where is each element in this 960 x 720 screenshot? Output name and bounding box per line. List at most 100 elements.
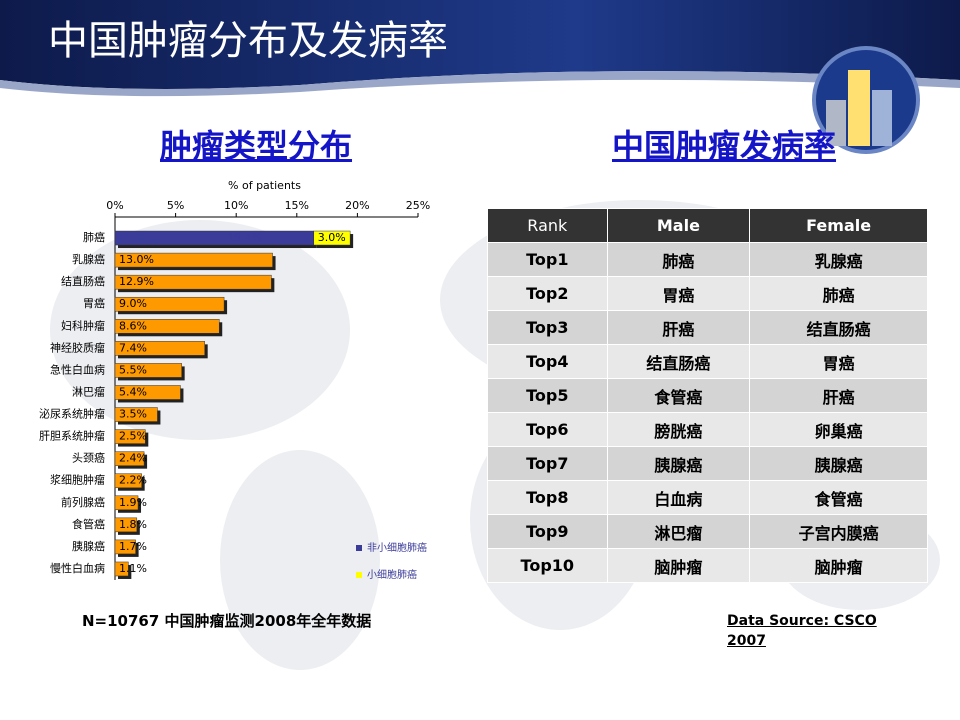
value-label: 1.7% bbox=[119, 540, 147, 553]
table-row: Rank Male Female bbox=[487, 208, 928, 243]
x-tick-label: 25% bbox=[406, 199, 430, 212]
table-cell: 子宫内膜癌 bbox=[749, 514, 928, 549]
bar bbox=[114, 252, 273, 268]
table-cell: 结直肠癌 bbox=[606, 344, 751, 379]
value-label: 16.4% bbox=[227, 231, 262, 244]
table-cell: Top10 bbox=[487, 548, 608, 583]
bar bbox=[114, 230, 315, 246]
y-tick-label: 前列腺癌 bbox=[61, 495, 105, 509]
y-tick-label: 浆细胞肿瘤 bbox=[50, 473, 105, 487]
value-label: 9.0% bbox=[119, 297, 147, 310]
table-row: Top5 食管癌 肝癌 bbox=[487, 378, 928, 413]
y-tick-label: 肺癌 bbox=[83, 230, 105, 244]
y-tick-label: 结直肠癌 bbox=[61, 274, 105, 288]
legend-swatch bbox=[356, 572, 362, 578]
value-label: 1.8% bbox=[119, 518, 147, 531]
value-label: 5.5% bbox=[119, 363, 147, 376]
table-cell: Top6 bbox=[487, 412, 608, 447]
table-cell: Top9 bbox=[487, 514, 608, 549]
y-tick-label: 急性白血病 bbox=[50, 362, 105, 376]
legend-label: 非小细胞肺癌 bbox=[367, 541, 427, 554]
table-cell: 胰腺癌 bbox=[749, 446, 928, 481]
x-axis-label: % of patients bbox=[228, 179, 301, 192]
table-row: Top2 胃癌 肺癌 bbox=[487, 276, 928, 311]
y-tick-label: 肝胆系统肿瘤 bbox=[39, 429, 105, 443]
table-cell: 卵巢癌 bbox=[749, 412, 928, 447]
bar bbox=[114, 319, 220, 334]
table-cell: 肺癌 bbox=[606, 242, 751, 277]
bar bbox=[114, 539, 136, 555]
y-tick-label: 乳腺癌 bbox=[72, 252, 105, 266]
table-row: Top8 白血病 食管癌 bbox=[487, 480, 928, 515]
table-cell: 胰腺癌 bbox=[606, 446, 751, 481]
table-cell: 脑肿瘤 bbox=[606, 548, 751, 583]
table-cell: 肝癌 bbox=[606, 310, 751, 345]
y-tick-label: 胰腺癌 bbox=[72, 539, 105, 553]
value-label: 1.1% bbox=[119, 562, 147, 575]
y-tick-label: 妇科肿瘤 bbox=[61, 318, 105, 332]
slide-title: 中国肿瘤分布及发病率 bbox=[48, 18, 448, 64]
table-cell: 淋巴瘤 bbox=[606, 514, 751, 549]
bar bbox=[114, 451, 145, 466]
y-tick-label: 慢性白血病 bbox=[50, 561, 105, 575]
table-cell: 胃癌 bbox=[606, 276, 751, 311]
y-tick-label: 神经胶质瘤 bbox=[50, 340, 105, 354]
value-label: 1.9% bbox=[119, 496, 147, 509]
chart-note: N=10767 中国肿瘤监测2008年全年数据 bbox=[82, 612, 372, 630]
table-cell: 肝癌 bbox=[749, 378, 928, 413]
bar bbox=[114, 363, 182, 378]
table-cell: Top1 bbox=[487, 242, 608, 277]
bar bbox=[114, 274, 272, 290]
bar bbox=[114, 385, 181, 400]
table-cell: Rank bbox=[487, 208, 608, 243]
value-label: 7.4% bbox=[119, 341, 147, 354]
x-tick-label: 15% bbox=[285, 199, 309, 212]
table-cell: Top3 bbox=[487, 310, 608, 345]
bar bbox=[114, 341, 205, 356]
table-row: Top9 淋巴瘤 子宫内膜癌 bbox=[487, 514, 928, 549]
bar bbox=[114, 517, 138, 533]
table-row: Top4 结直肠癌 胃癌 bbox=[487, 344, 928, 379]
table-row: Top3 肝癌 结直肠癌 bbox=[487, 310, 928, 345]
data-source: Data Source: CSCO 2007 bbox=[727, 613, 877, 649]
bar bbox=[114, 407, 158, 422]
x-tick-label: 10% bbox=[224, 199, 248, 212]
table-cell: 脑肿瘤 bbox=[749, 548, 928, 583]
value-label: 12.9% bbox=[119, 275, 154, 288]
x-tick-label: 0% bbox=[106, 199, 123, 212]
legend-label: 小细胞肺癌 bbox=[367, 568, 417, 581]
table-title: 中国肿瘤发病率 bbox=[612, 127, 837, 165]
rank-table: Rank Male Female Top1 肺癌 乳腺癌 Top2 胃癌 肺癌 Top3 肝癌 结直肠… bbox=[487, 208, 928, 583]
table-cell: Top4 bbox=[487, 344, 608, 379]
value-label: 3.0% bbox=[318, 231, 346, 244]
table-row: Top1 肺癌 乳腺癌 bbox=[487, 242, 928, 277]
bar bbox=[114, 429, 146, 444]
y-tick-label: 淋巴瘤 bbox=[72, 384, 105, 398]
table-row: Top7 胰腺癌 胰腺癌 bbox=[487, 446, 928, 481]
chart: % of patients 0% 5% 10% 15% 20% 25% 肺癌 16.4% 3.0%… bbox=[39, 179, 430, 581]
value-label: 5.4% bbox=[119, 385, 147, 398]
table-cell: Top8 bbox=[487, 480, 608, 515]
value-label: 2.5% bbox=[119, 430, 147, 443]
y-tick-label: 头颈癌 bbox=[72, 451, 105, 465]
y-tick-label: 胃癌 bbox=[83, 296, 105, 310]
value-label: 2.2% bbox=[119, 474, 147, 487]
table-row: Top6 膀胱癌 卵巢癌 bbox=[487, 412, 928, 447]
table-cell: 乳腺癌 bbox=[749, 242, 928, 277]
bar bbox=[114, 561, 129, 577]
x-tick-label: 20% bbox=[345, 199, 369, 212]
table-cell: 肺癌 bbox=[749, 276, 928, 311]
bar bbox=[114, 296, 225, 312]
value-label: 2.4% bbox=[119, 452, 147, 465]
table-cell: 食管癌 bbox=[749, 480, 928, 515]
value-label: 3.5% bbox=[119, 408, 147, 421]
table-cell: Female bbox=[749, 208, 928, 243]
table-cell: Male bbox=[606, 208, 751, 243]
y-tick-label: 食管癌 bbox=[72, 517, 105, 531]
table-cell: 白血病 bbox=[606, 480, 751, 515]
table-cell: Top7 bbox=[487, 446, 608, 481]
table-cell: 胃癌 bbox=[749, 344, 928, 379]
table-cell: Top2 bbox=[487, 276, 608, 311]
bar bbox=[114, 495, 139, 511]
